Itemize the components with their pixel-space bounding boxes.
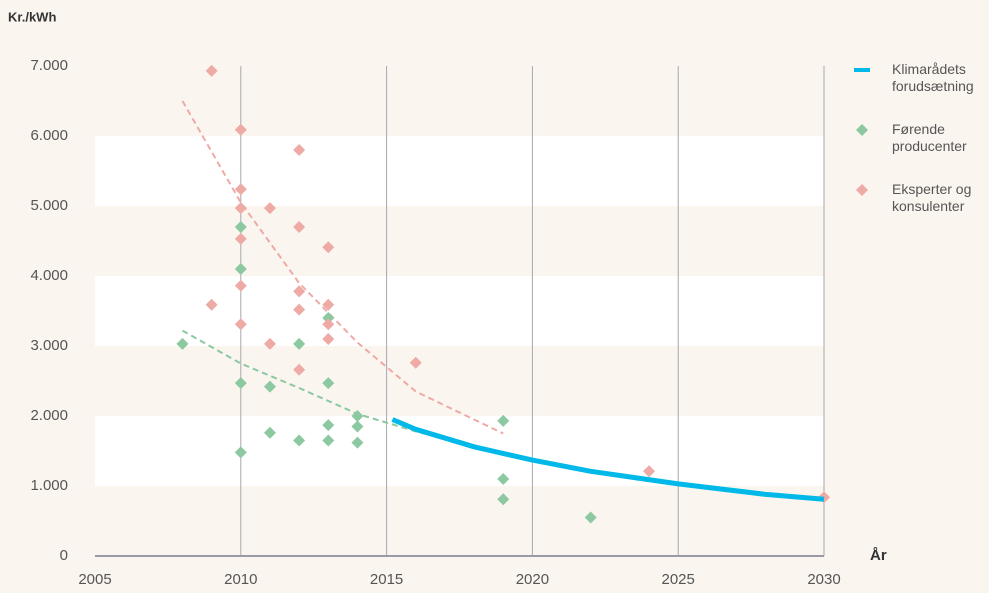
x-tick-label: 2025 [662,571,695,588]
y-tick-label: 1.000 [30,477,68,494]
data-point [293,303,306,316]
data-point [234,377,247,390]
x-tick-label: 2020 [516,571,549,588]
y-axis-label: Kr./kWh [8,9,56,24]
data-point [293,363,306,376]
data-point [322,241,335,254]
x-tick-label: 2030 [807,571,840,588]
data-point [234,183,247,196]
x-tick-label: 2010 [224,571,257,588]
data-point [322,377,335,390]
legend-marker [856,184,868,196]
data-point [205,298,218,311]
x-tick-label: 2015 [370,571,403,588]
x-tick-label: 2005 [78,571,111,588]
data-point [584,511,597,524]
data-point [351,436,364,449]
data-point [497,473,510,485]
data-point [176,337,189,350]
data-point [263,202,276,215]
y-tick-label: 7.000 [30,57,68,74]
legend-label: Eksperter og konsulenter [892,181,972,214]
data-point [234,446,247,459]
y-tick-label: 5.000 [30,197,68,214]
data-point [234,202,247,215]
legend-label: Klimarådets forudsætning [892,61,974,94]
data-point [205,64,218,77]
data-point [263,337,276,350]
data-point [351,420,364,433]
y-tick-label: 4.000 [30,267,68,284]
data-point [322,298,335,311]
data-point [497,493,510,506]
data-point [234,318,247,331]
data-point [263,426,276,439]
grid-band [95,136,824,206]
data-point [293,434,306,447]
grid-band [95,416,824,486]
x-axis-label: År [870,547,887,564]
data-point [409,356,422,369]
data-point [234,123,247,136]
data-point [351,410,364,422]
legend-marker [856,124,868,136]
y-tick-label: 3.000 [30,337,68,354]
y-tick-label: 6.000 [30,127,68,144]
data-point [293,221,306,233]
data-point [643,465,656,478]
trend-line [181,100,504,435]
data-point [322,434,335,447]
legend-label: Førende producenter [892,121,967,154]
data-point [234,279,247,292]
y-tick-label: 2.000 [30,407,68,424]
data-point [293,285,306,298]
y-tick-label: 0 [60,547,68,564]
data-point [322,318,335,331]
data-point [322,312,335,324]
data-point [263,380,276,393]
data-point [234,263,247,275]
data-point [234,232,247,245]
data-point [293,337,306,350]
data-point [322,419,335,432]
data-point [322,333,335,345]
data-point [497,414,510,427]
data-point [234,221,247,233]
data-line [391,417,825,502]
grid-band [95,276,824,346]
data-point [293,144,306,156]
